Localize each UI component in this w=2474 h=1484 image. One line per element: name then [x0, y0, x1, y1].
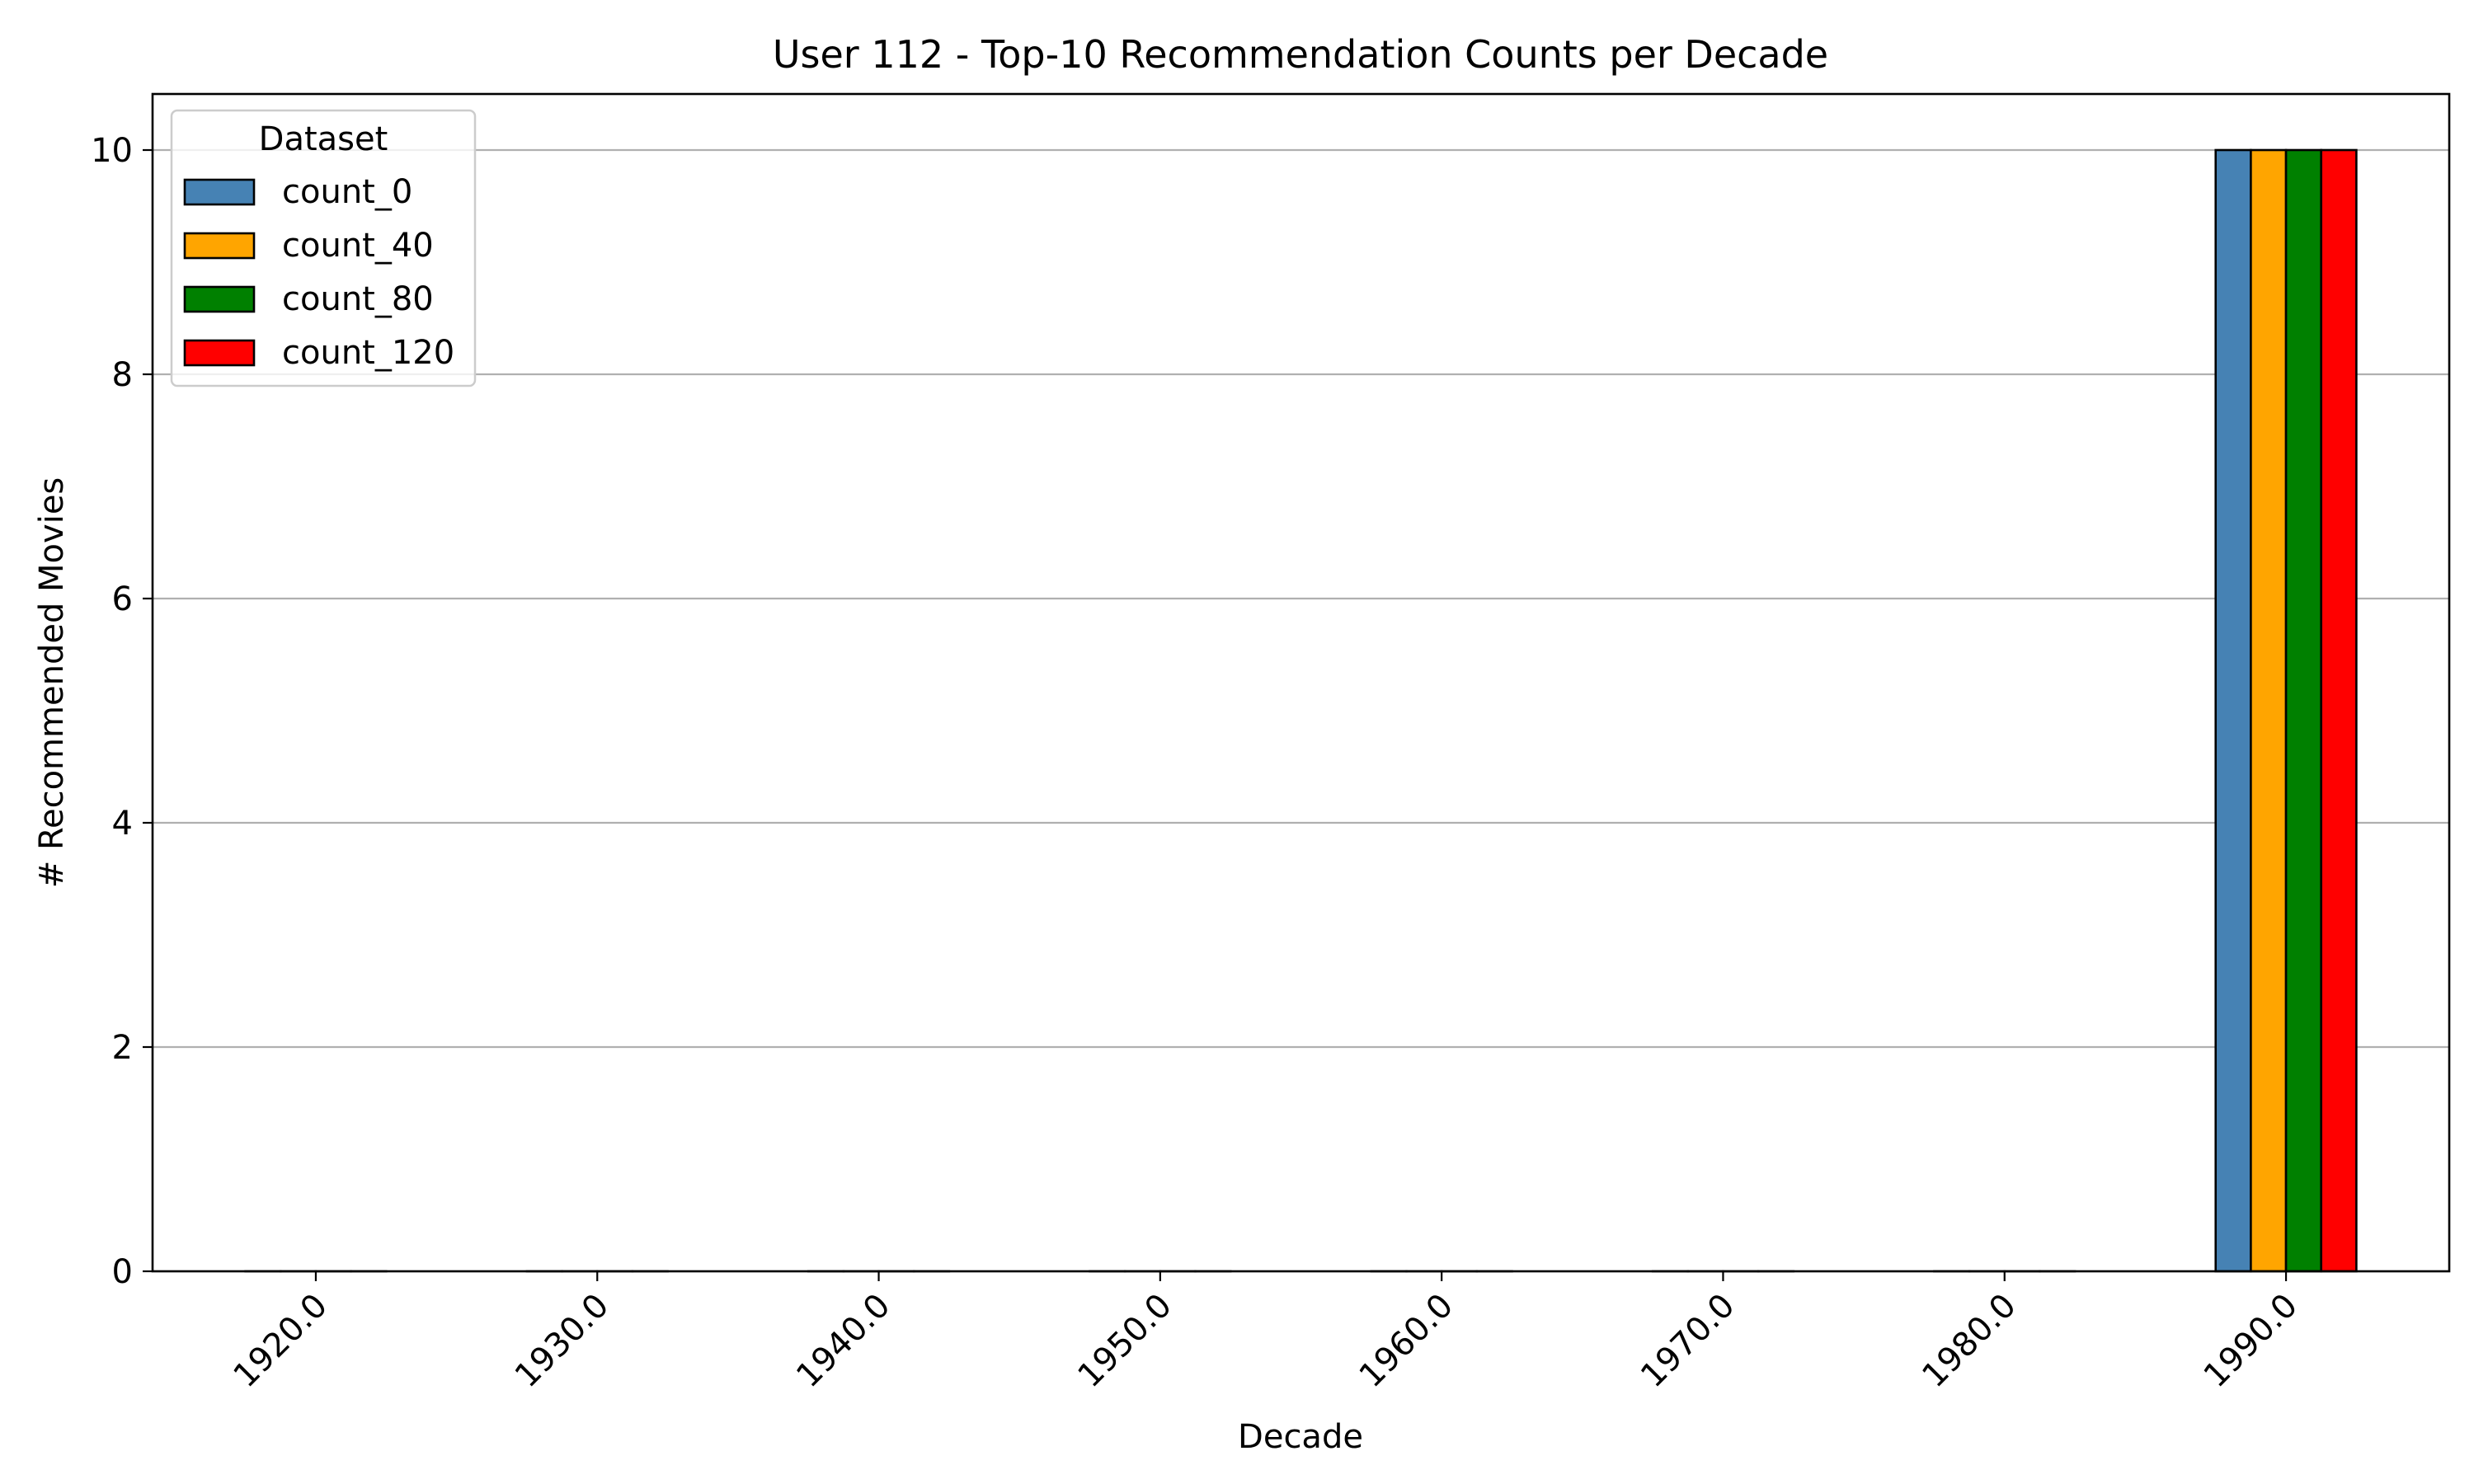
- legend-label-count_120: count_120: [282, 334, 454, 372]
- y-tick-label: 8: [112, 356, 133, 394]
- y-tick-label: 2: [112, 1029, 133, 1067]
- x-tick-label: 1930.0: [508, 1287, 616, 1395]
- x-tick-label: 1980.0: [1915, 1287, 2023, 1395]
- bar-count_120-1990.0: [2320, 148, 2358, 1273]
- x-axis-label: Decade: [1238, 1418, 1363, 1456]
- gridlines: [153, 148, 2449, 1273]
- y-tick-label: 4: [112, 805, 133, 843]
- bar-count_80-1990.0: [2284, 148, 2323, 1273]
- y-tick-label: 10: [91, 132, 133, 170]
- bars: [244, 148, 2358, 1273]
- x-tick-label: 1940.0: [789, 1287, 897, 1395]
- legend-swatch-count_0: [183, 178, 256, 206]
- legend-label-count_40: count_40: [282, 227, 434, 265]
- x-tick-label: 1990.0: [2197, 1287, 2305, 1395]
- bar-count_40-1990.0: [2250, 148, 2288, 1273]
- legend: Dataset count_0 count_40 count_80 count_120: [170, 109, 477, 387]
- y-axis: 0 2 4 6 8 10: [91, 132, 153, 1291]
- y-axis-label: # Recommended Movies: [33, 477, 71, 889]
- y-tick-label: 6: [112, 580, 133, 618]
- chart-title: User 112 - Top-10 Recommendation Counts …: [773, 32, 1828, 77]
- legend-swatch-count_120: [183, 339, 256, 367]
- x-tick-label: 1950.0: [1070, 1287, 1178, 1395]
- plot-area-frame: [151, 92, 2451, 1273]
- legend-title: Dataset: [259, 120, 388, 158]
- y-tick-label: 0: [112, 1253, 133, 1291]
- x-tick-label: 1970.0: [1634, 1287, 1742, 1395]
- legend-swatch-count_80: [183, 285, 256, 313]
- bar-count_0-1990.0: [2214, 148, 2252, 1273]
- legend-swatch-count_40: [183, 232, 256, 260]
- x-tick-label: 1960.0: [1352, 1287, 1460, 1395]
- x-tick-label: 1920.0: [227, 1287, 335, 1395]
- x-axis: 1920.0 1930.0 1940.0 1950.0 1960.0 1970.0 1980…: [227, 1271, 2305, 1395]
- legend-label-count_80: count_80: [282, 280, 434, 318]
- legend-label-count_0: count_0: [282, 173, 412, 211]
